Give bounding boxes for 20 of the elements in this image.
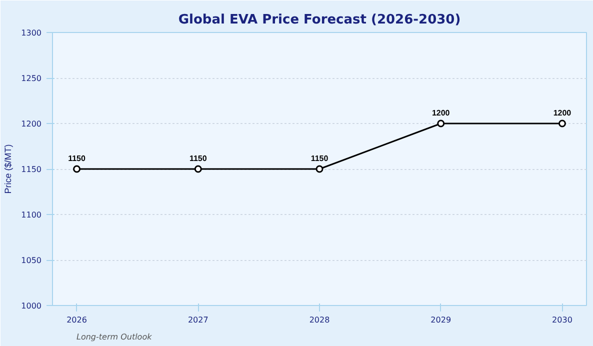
x-tick-label: 2028 [309,316,330,324]
data-label: 1150 [68,154,86,163]
data-label: 1150 [189,154,208,163]
y-axis-title: Price ($/MT) [3,144,14,194]
x-tick-label: 2026 [66,316,87,324]
y-tick-label: 1150 [21,165,42,174]
x-tick-label: 2030 [552,316,572,324]
data-label: 1200 [432,108,450,118]
x-tick-label: 2027 [188,316,208,324]
data-label: 1200 [553,108,572,118]
y-tick-label: 1100 [21,210,42,220]
x-tick-label: 2029 [430,316,452,324]
y-tick-label: 1000 [21,302,42,310]
data-label: 1150 [310,154,329,163]
y-tick-label: 1250 [21,74,42,83]
chart-title: Global EVA Price Forecast (2026-2030) [178,12,461,28]
text: Long-term Outlook [76,332,152,342]
y-tick-label: 1050 [21,256,42,265]
y-tick-label: 1200 [21,120,42,128]
y-tick-label: 1300 [21,28,42,38]
